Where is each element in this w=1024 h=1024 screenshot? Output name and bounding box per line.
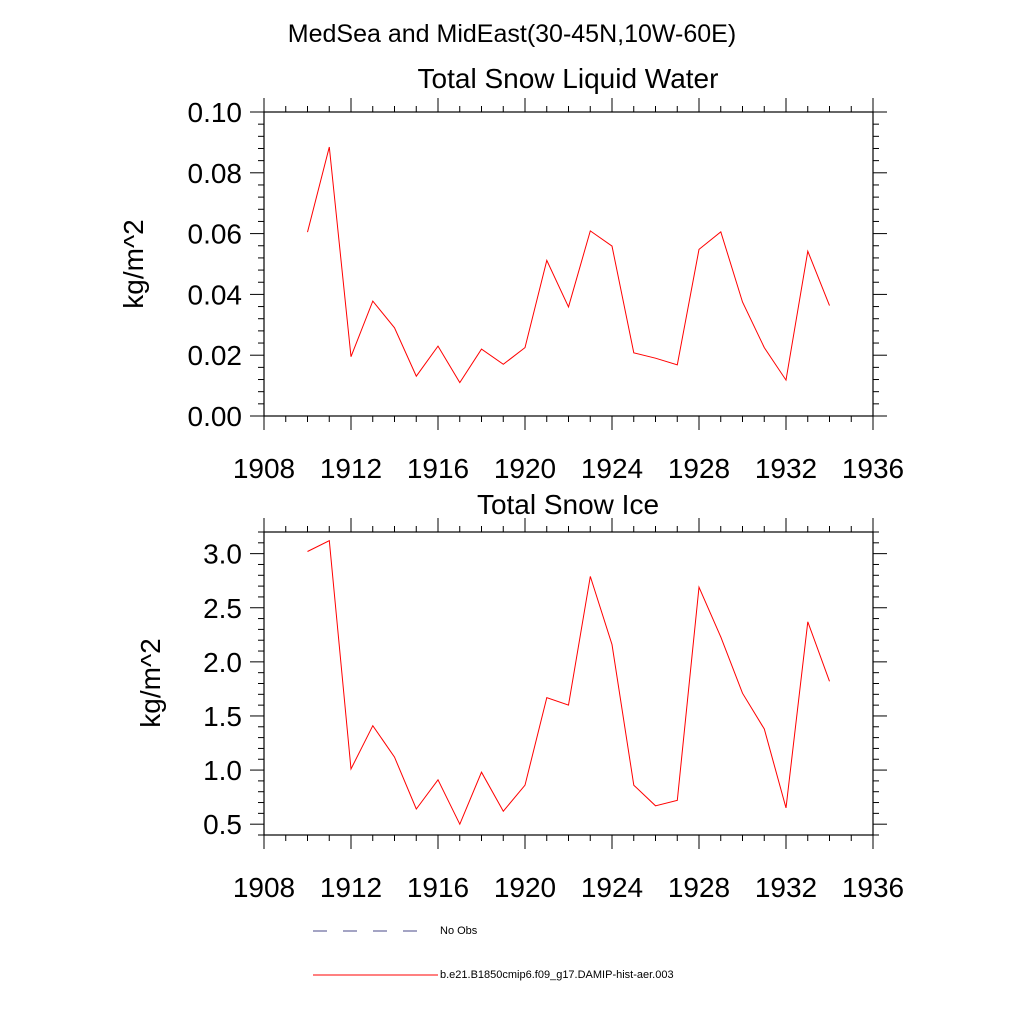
x-tick-label: 1908 <box>233 453 295 484</box>
axis-ticks: 1908 1912 1916 1920 1924 1928 1932 1936 0.5 1.0 1.… <box>203 518 904 903</box>
x-tick-label: 1924 <box>581 872 643 903</box>
x-tick-label: 1932 <box>755 453 817 484</box>
legend-series-label: b.e21.B1850cmip6.f09_g17.DAMIP-hist-aer.… <box>440 969 674 981</box>
series-group <box>307 146 830 384</box>
x-tick-label: 1908 <box>233 872 295 903</box>
panel-snow-liquid-water: Total Snow Liquid Water kg/m^2 1908 1912 1… <box>118 63 904 484</box>
page-title: MedSea and MidEast(30-45N,10W-60E) <box>288 20 736 48</box>
legend-no-obs-label: No Obs <box>440 925 478 937</box>
series-line <box>307 146 830 384</box>
legend: No Obs b.e21.B1850cmip6.f09_g17.DAMIP-hi… <box>313 925 674 981</box>
y-tick-label: 1.5 <box>203 701 242 732</box>
plot-frame <box>263 531 874 836</box>
y-tick-label: 1.0 <box>203 755 242 786</box>
x-tick-label: 1932 <box>755 872 817 903</box>
x-tick-label: 1928 <box>668 872 730 903</box>
y-axis-label: kg/m^2 <box>135 638 166 727</box>
x-tick-label: 1920 <box>494 453 556 484</box>
chart-title: Total Snow Ice <box>477 489 659 520</box>
y-tick-label: 0.04 <box>188 279 243 310</box>
y-tick-label: 2.0 <box>203 647 242 678</box>
y-tick-label: 0.08 <box>188 158 243 189</box>
series-line <box>307 539 830 826</box>
y-tick-label: 0.5 <box>203 809 242 840</box>
y-tick-label: 0.02 <box>188 340 243 371</box>
x-tick-label: 1936 <box>842 872 904 903</box>
x-tick-label: 1912 <box>320 453 382 484</box>
y-axis-label: kg/m^2 <box>118 219 149 308</box>
y-tick-label: 2.5 <box>203 593 242 624</box>
plot-frame <box>263 111 874 417</box>
x-tick-label: 1912 <box>320 872 382 903</box>
x-tick-label: 1936 <box>842 453 904 484</box>
x-tick-label: 1928 <box>668 453 730 484</box>
x-tick-label: 1916 <box>407 872 469 903</box>
y-tick-label: 0.10 <box>188 97 243 128</box>
y-tick-label: 0.00 <box>188 401 243 432</box>
y-tick-label: 3.0 <box>203 539 242 570</box>
axis-ticks: 1908 1912 1916 1920 1924 1928 1932 1936 0.00 0.02… <box>188 97 905 484</box>
series-group <box>307 539 830 826</box>
chart-title: Total Snow Liquid Water <box>418 63 719 94</box>
x-tick-label: 1920 <box>494 872 556 903</box>
x-tick-label: 1924 <box>581 453 643 484</box>
y-tick-label: 0.06 <box>188 219 243 250</box>
panel-snow-ice: Total Snow Ice kg/m^2 1908 1912 1916 1920 19… <box>135 489 904 903</box>
x-tick-label: 1916 <box>407 453 469 484</box>
